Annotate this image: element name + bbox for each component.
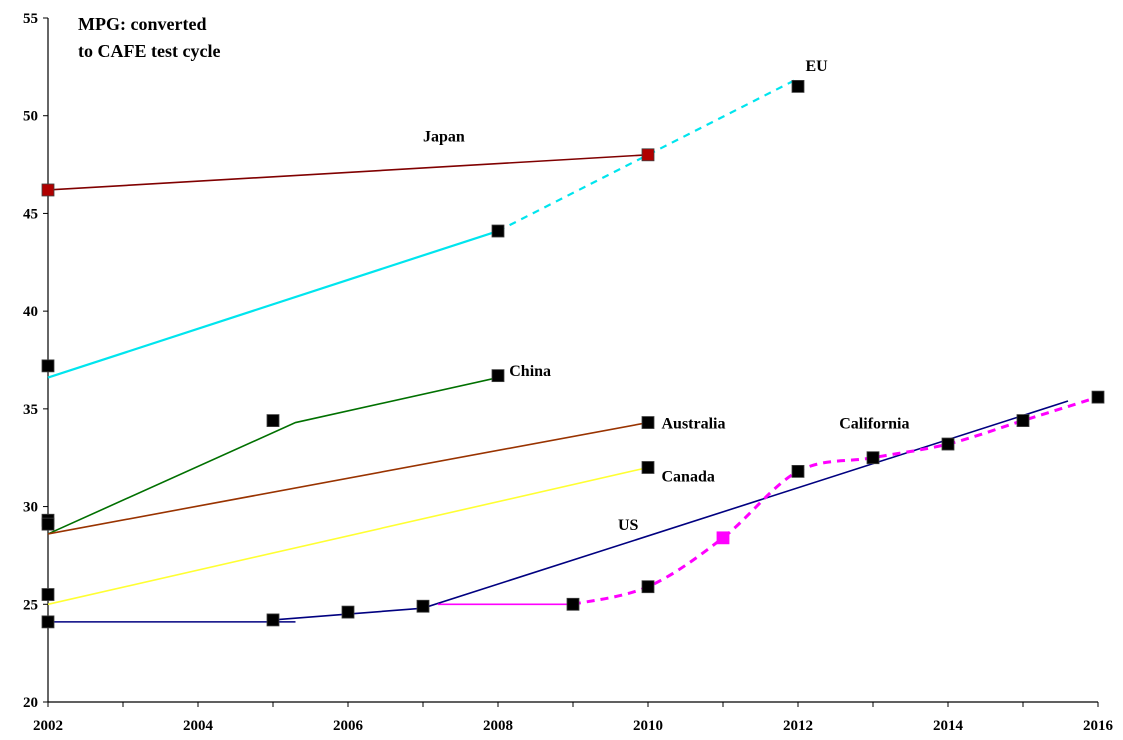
series-marker-canada bbox=[41, 588, 55, 601]
series-line-eu bbox=[497, 77, 799, 232]
series-marker-canada bbox=[641, 461, 655, 474]
y-tick-label: 55 bbox=[23, 11, 38, 27]
series-marker-california bbox=[1091, 390, 1105, 404]
series-line-china bbox=[47, 376, 499, 535]
y-tick-label: 30 bbox=[23, 500, 38, 516]
y-tick-label: 50 bbox=[23, 109, 38, 125]
series-label-us: US bbox=[618, 517, 639, 534]
series-marker-california bbox=[716, 531, 730, 545]
chart-title-line-2: to CAFE test cycle bbox=[78, 41, 220, 61]
series-label-australia: Australia bbox=[662, 416, 726, 433]
series-marker-eu bbox=[491, 224, 505, 238]
series-line-australia bbox=[47, 421, 649, 535]
series-label-eu: EU bbox=[806, 58, 829, 75]
series-marker-china bbox=[491, 369, 505, 383]
series-marker-china bbox=[266, 414, 280, 427]
series-marker-japan bbox=[41, 183, 55, 197]
chart-title: MPG: converted to CAFE test cycle bbox=[78, 14, 220, 61]
series-labels: Japan EU China Australia Canada US California bbox=[423, 58, 909, 534]
series-marker-california bbox=[641, 580, 655, 594]
series-label-canada: Canada bbox=[662, 468, 715, 485]
series-line-california bbox=[572, 395, 1099, 606]
y-tick-label: 20 bbox=[23, 695, 38, 711]
series-marker-us bbox=[341, 605, 355, 619]
series-markers bbox=[41, 80, 1105, 629]
series-marker-california bbox=[941, 437, 955, 451]
series-marker-us bbox=[41, 615, 55, 629]
series-label-japan: Japan bbox=[423, 128, 465, 145]
series-marker-eu bbox=[791, 80, 805, 93]
series-lines bbox=[47, 77, 1099, 623]
series-line-canada bbox=[47, 466, 649, 606]
x-tick-label: 2006 bbox=[333, 718, 364, 734]
series-line-japan bbox=[47, 154, 649, 191]
series-marker-eu bbox=[41, 359, 55, 373]
axes: 20 25 30 35 40 45 50 55 2002 2004 2006 2008 2010 2012… bbox=[23, 11, 1114, 734]
series-line-us bbox=[272, 400, 1069, 621]
x-tick-label: 2004 bbox=[183, 718, 214, 734]
series-marker-california bbox=[1016, 414, 1030, 427]
y-tick-label: 25 bbox=[23, 597, 38, 613]
x-tick-label: 2012 bbox=[783, 718, 813, 734]
series-marker-us bbox=[266, 613, 280, 627]
series-label-california: California bbox=[839, 416, 909, 433]
series-marker-japan bbox=[641, 148, 655, 162]
chart-title-line-1: MPG: converted bbox=[78, 14, 206, 34]
series-marker-california bbox=[866, 451, 880, 465]
series-marker-california bbox=[566, 597, 580, 611]
y-tick-label: 45 bbox=[23, 206, 38, 222]
series-marker-australia bbox=[641, 416, 655, 429]
series-label-china: China bbox=[509, 363, 551, 380]
series-marker-us bbox=[416, 599, 430, 613]
x-tick-label: 2008 bbox=[483, 718, 513, 734]
y-tick-label: 40 bbox=[23, 304, 38, 320]
y-tick-label: 35 bbox=[23, 402, 38, 418]
x-tick-label: 2010 bbox=[633, 718, 663, 734]
series-line-eu bbox=[47, 229, 499, 379]
x-tick-label: 2014 bbox=[933, 718, 964, 734]
series-marker-california bbox=[791, 464, 805, 478]
x-tick-label: 2002 bbox=[33, 718, 63, 734]
x-tick-label: 2016 bbox=[1083, 718, 1114, 734]
series-marker-australia bbox=[41, 517, 55, 531]
